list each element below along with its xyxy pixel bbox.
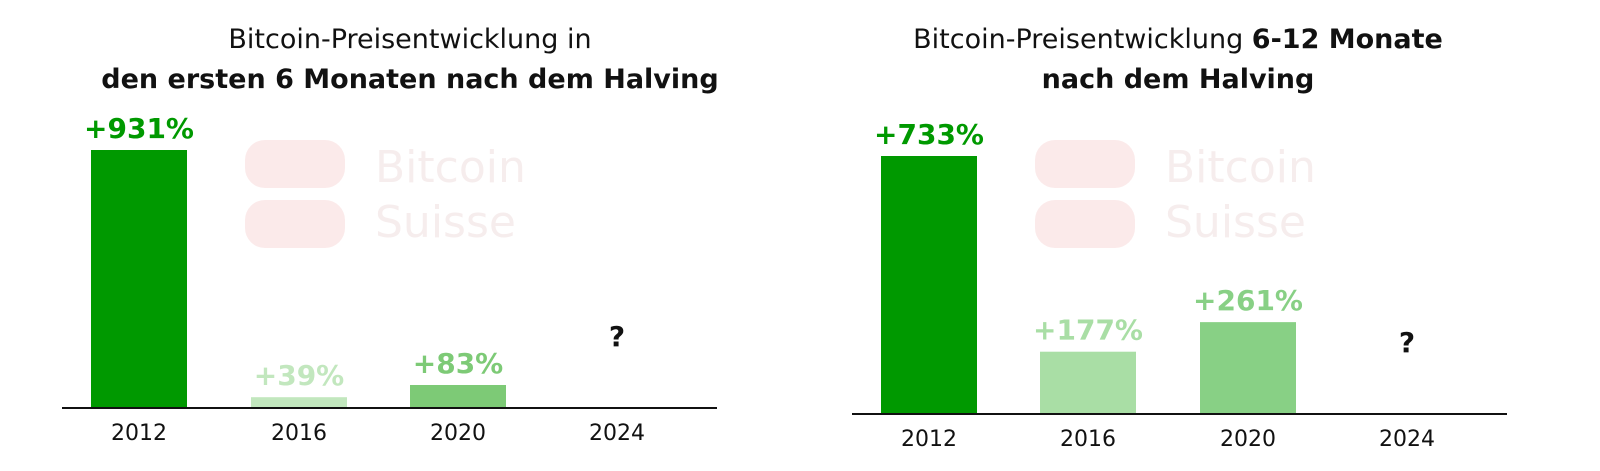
watermark-text: Suisse (375, 197, 516, 248)
watermark-text: Bitcoin (375, 142, 526, 193)
x-tick-label: 2012 (901, 427, 957, 452)
title-part: den ersten 6 Monaten nach dem Halving (101, 64, 718, 95)
bar (410, 384, 506, 408)
x-tick-label: 2012 (111, 421, 167, 446)
x-tick-label: 2020 (430, 421, 486, 446)
bar (1040, 351, 1136, 414)
x-tick-label: 2016 (271, 421, 327, 446)
chart-title: Bitcoin-Preisentwicklung in (228, 24, 591, 55)
chart-title: nach dem Halving (1042, 64, 1315, 95)
value-label: +39% (254, 359, 344, 392)
value-label: ? (1399, 326, 1415, 359)
x-tick-label: 2020 (1220, 427, 1276, 452)
chart-title: Bitcoin-Preisentwicklung 6-12 Monate (913, 24, 1443, 55)
watermark-logo (245, 140, 1135, 248)
x-tick-label: 2024 (589, 421, 645, 446)
value-label: ? (609, 320, 625, 353)
x-tick-label: 2016 (1060, 427, 1116, 452)
title-part: 6-12 Monate (1252, 24, 1443, 55)
bar (251, 397, 347, 408)
bar (1200, 322, 1296, 414)
watermark-text: Bitcoin (1165, 142, 1316, 193)
value-label: +177% (1033, 314, 1143, 347)
value-label: +931% (84, 112, 194, 145)
value-label: +83% (413, 347, 503, 380)
chart-title: den ersten 6 Monaten nach dem Halving (101, 64, 718, 95)
bar (91, 150, 187, 408)
value-label: +733% (874, 118, 984, 151)
title-part: nach dem Halving (1042, 64, 1315, 95)
title-part: Bitcoin-Preisentwicklung in (228, 24, 591, 55)
watermark-text: Suisse (1165, 197, 1306, 248)
x-tick-label: 2024 (1379, 427, 1435, 452)
value-label: +261% (1193, 284, 1303, 317)
title-part: Bitcoin-Preisentwicklung (913, 24, 1252, 55)
bar (881, 156, 977, 414)
